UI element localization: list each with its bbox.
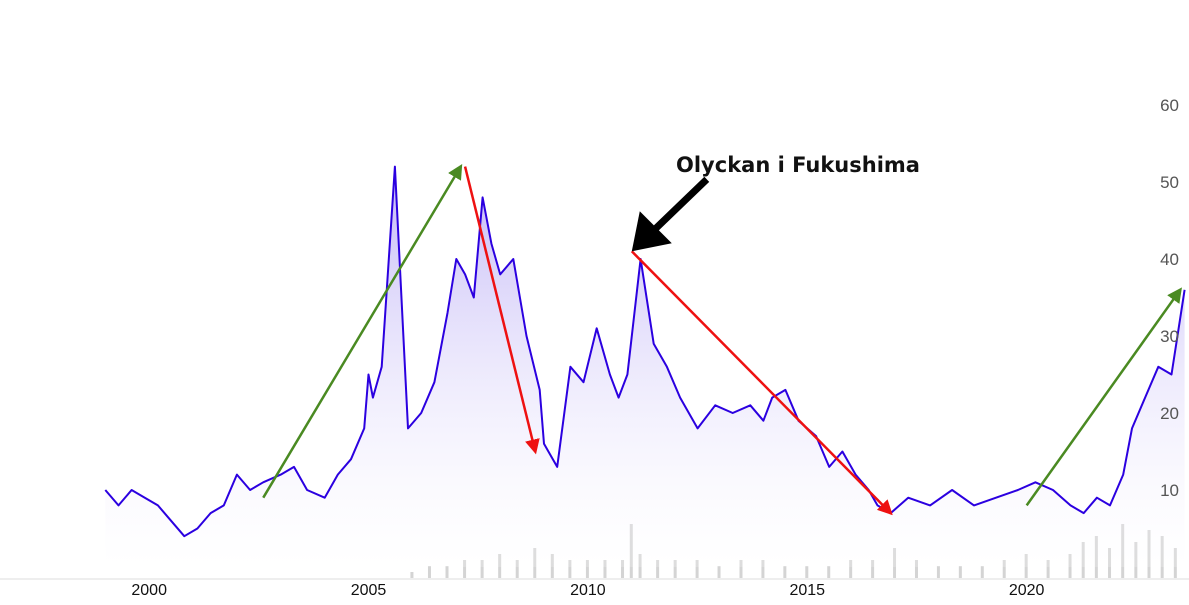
volume-bar	[805, 566, 809, 578]
volume-bar	[849, 560, 853, 578]
x-tick-label: 2020	[1009, 582, 1045, 599]
annotation-arrow-head	[631, 211, 672, 252]
volume-bar	[410, 572, 414, 578]
trend-arrow-red	[463, 166, 540, 455]
y-tick-label: 50	[1160, 173, 1179, 192]
x-tick-label: 2010	[570, 582, 606, 599]
volume-bar	[717, 566, 721, 578]
volume-bar	[621, 560, 625, 578]
trend-arrow-green	[1025, 287, 1182, 507]
volume-bar	[958, 566, 962, 578]
price-line-path	[104, 165, 1186, 538]
area-fill-path	[105, 166, 1185, 567]
volume-bar	[739, 560, 743, 578]
area-fill	[105, 166, 1185, 567]
trend-arrows	[262, 164, 1182, 516]
volume-bar	[695, 560, 699, 578]
y-axis: 10 20 30 40 50 60	[1160, 96, 1179, 500]
volume-bar	[914, 560, 918, 578]
volume-bar	[827, 566, 831, 578]
trend-arrow-red	[630, 250, 893, 516]
volume-bar	[515, 560, 519, 578]
volume-bar	[1002, 560, 1006, 578]
x-axis: 2000 2005 2010 2015 2020	[0, 578, 1189, 599]
volume-bar	[1046, 560, 1050, 578]
volume-bar	[871, 560, 875, 578]
x-tick-label: 2000	[131, 582, 167, 599]
volume-bar	[585, 560, 589, 578]
volume-bar	[761, 560, 765, 578]
price-line	[104, 165, 1186, 538]
volume-bar	[603, 560, 607, 578]
y-tick-label: 30	[1160, 327, 1179, 346]
x-tick-label: 2005	[351, 582, 387, 599]
volume-bar	[673, 560, 677, 578]
y-tick-label: 10	[1160, 481, 1179, 500]
annotation-arrow-shaft	[651, 176, 710, 233]
volume-bar	[783, 566, 787, 578]
y-tick-label: 60	[1160, 96, 1179, 115]
volume-bar	[656, 560, 660, 578]
annotation-fukushima: Olyckan i Fukushima	[631, 153, 920, 252]
volume-bar	[463, 560, 467, 578]
annotation-label: Olyckan i Fukushima	[676, 153, 920, 177]
x-tick-label: 2015	[789, 582, 825, 599]
y-tick-label: 20	[1160, 404, 1179, 423]
y-tick-label: 40	[1160, 250, 1179, 269]
volume-bar	[936, 566, 940, 578]
volume-bar	[480, 560, 484, 578]
volume-bar	[980, 566, 984, 578]
trend-arrow-green	[262, 164, 463, 499]
volume-bar	[568, 560, 572, 578]
volume-bar	[427, 566, 431, 578]
volume-bar	[445, 566, 449, 578]
